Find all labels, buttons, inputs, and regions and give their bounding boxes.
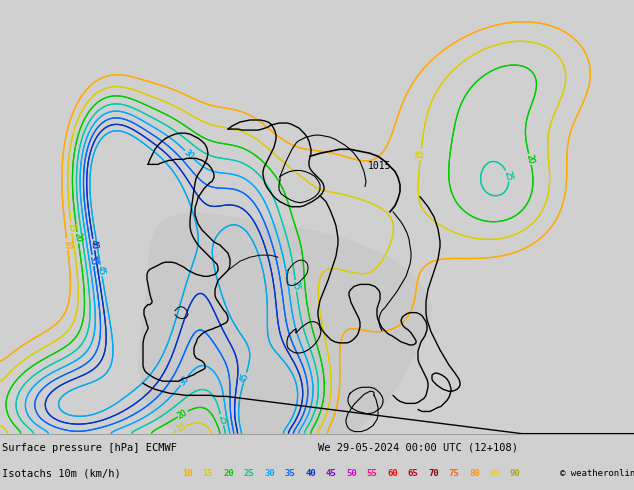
Text: 75: 75 (448, 469, 459, 478)
Text: 20: 20 (176, 408, 189, 420)
Text: 70: 70 (428, 469, 439, 478)
Text: 15: 15 (416, 149, 425, 160)
Text: 25: 25 (502, 170, 514, 182)
Text: 15: 15 (202, 469, 213, 478)
Text: 45: 45 (239, 372, 250, 384)
Text: 10: 10 (62, 239, 72, 249)
Text: 25: 25 (502, 170, 514, 182)
Text: 50: 50 (346, 469, 357, 478)
Text: 20: 20 (73, 232, 83, 243)
Text: 15: 15 (67, 222, 77, 233)
Text: 80: 80 (469, 469, 480, 478)
Text: 40: 40 (305, 469, 316, 478)
Text: 15: 15 (67, 222, 77, 233)
Text: 25: 25 (291, 280, 301, 291)
Text: 35: 35 (87, 255, 98, 266)
Text: 1015: 1015 (368, 161, 392, 172)
Text: 40: 40 (89, 239, 99, 250)
Text: 30: 30 (178, 374, 191, 387)
Text: 30: 30 (183, 148, 196, 161)
Text: 15: 15 (175, 422, 188, 434)
Text: 65: 65 (408, 469, 418, 478)
Text: 45: 45 (325, 469, 336, 478)
Text: 45: 45 (96, 265, 107, 276)
Text: 30: 30 (264, 469, 275, 478)
Text: 45: 45 (239, 372, 250, 384)
Text: 15: 15 (175, 422, 188, 434)
Text: 30: 30 (178, 374, 191, 387)
Text: 15: 15 (416, 149, 425, 160)
Text: 60: 60 (387, 469, 398, 478)
Text: 25: 25 (216, 414, 228, 425)
Text: 20: 20 (73, 232, 83, 243)
Text: 45: 45 (96, 265, 107, 276)
Text: Isotachs 10m (km/h): Isotachs 10m (km/h) (2, 469, 120, 479)
Text: 35: 35 (285, 469, 295, 478)
Text: 20: 20 (524, 154, 536, 165)
Text: 25: 25 (291, 280, 301, 291)
Text: 85: 85 (489, 469, 500, 478)
Text: Surface pressure [hPa] ECMWF: Surface pressure [hPa] ECMWF (2, 443, 177, 453)
Text: 20: 20 (524, 154, 536, 165)
Text: 90: 90 (510, 469, 521, 478)
Text: We 29-05-2024 00:00 UTC (12+108): We 29-05-2024 00:00 UTC (12+108) (318, 443, 518, 453)
Text: 35: 35 (87, 255, 98, 266)
Text: 25: 25 (243, 469, 254, 478)
Text: 40: 40 (89, 239, 99, 250)
Text: 10: 10 (182, 469, 193, 478)
Text: 20: 20 (176, 408, 189, 420)
Text: © weatheronline.co.uk: © weatheronline.co.uk (560, 469, 634, 478)
Text: 25: 25 (216, 414, 228, 425)
Text: 20: 20 (223, 469, 234, 478)
Polygon shape (138, 212, 432, 434)
Text: 55: 55 (366, 469, 377, 478)
Text: 30: 30 (183, 148, 196, 161)
Text: 10: 10 (62, 239, 72, 249)
